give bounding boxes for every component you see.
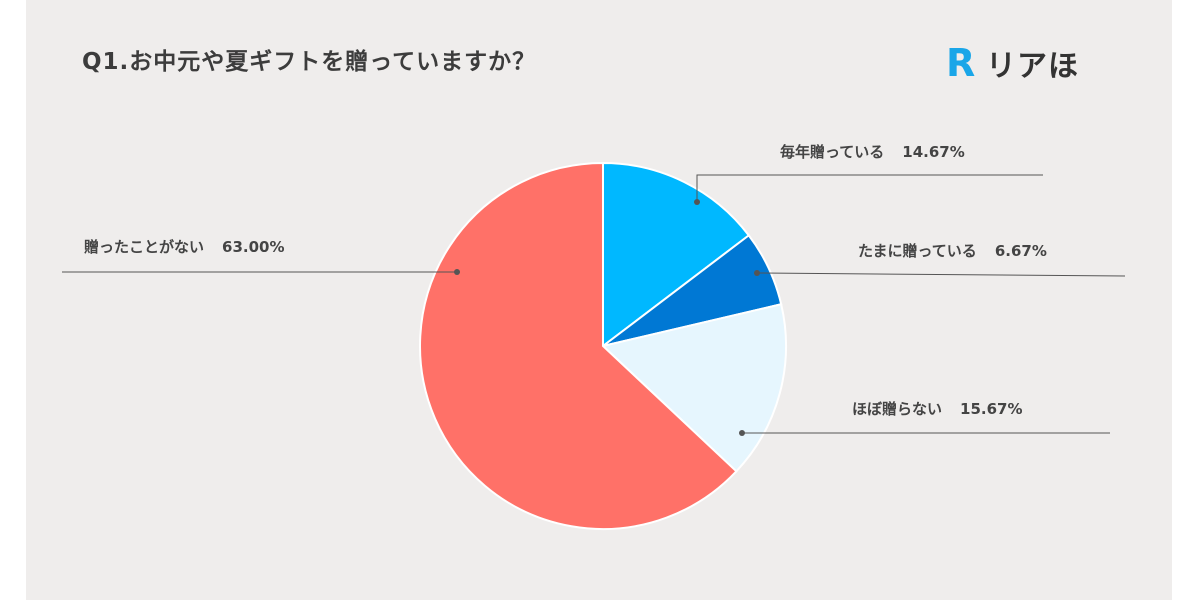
slice-label-name: ほぼ贈らない	[852, 400, 942, 418]
svg-text:R: R	[946, 42, 975, 84]
slice-label-value: 6.67%	[995, 242, 1047, 260]
leader-dot	[754, 270, 760, 276]
slice-label: 贈ったことがない 63.00%	[84, 238, 285, 256]
pie-slice	[602, 161, 751, 349]
slice-label: たまに贈っている 6.67%	[858, 242, 1047, 260]
brand-logo: R リアほ	[944, 38, 1079, 88]
brand-r-icon: R	[946, 42, 975, 84]
slice-label-value: 15.67%	[960, 400, 1022, 418]
pie-slice	[419, 161, 738, 530]
slice-label-name: 贈ったことがない	[84, 238, 204, 256]
slice-label: ほぼ贈らない 15.67%	[852, 400, 1023, 418]
leader-dot	[694, 199, 700, 205]
brand-logo-text: リアほ	[986, 49, 1079, 84]
leader-line	[756, 272, 1126, 277]
slice-label-value: 63.00%	[222, 238, 284, 256]
leader-line	[696, 174, 1043, 202]
slice-label-value: 14.67%	[902, 143, 964, 161]
pie-slice	[600, 303, 787, 473]
leader-dot	[739, 430, 745, 436]
chart-title: Q1.お中元や夏ギフトを贈っていますか？	[82, 49, 537, 75]
slice-label-name: たまに贈っている	[858, 242, 977, 260]
leader-dot	[454, 269, 460, 275]
slice-label-name: 毎年贈っている	[780, 143, 884, 161]
slice-label: 毎年贈っている 14.67%	[780, 143, 965, 161]
